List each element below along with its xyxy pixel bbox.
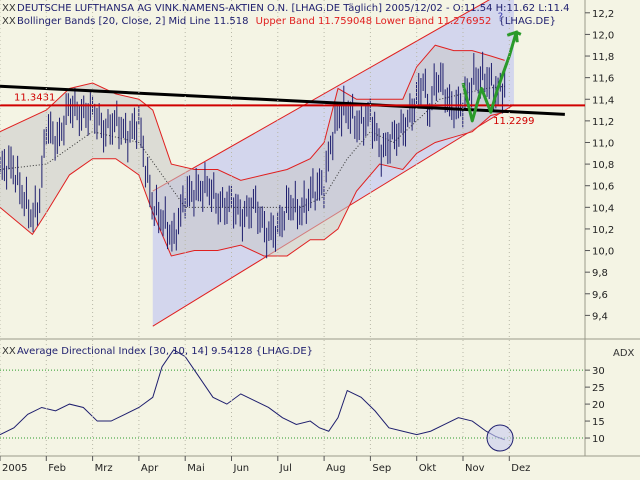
month-label: Nov bbox=[465, 463, 485, 474]
bb-header: Bollinger Bands [20, Close, 2] Mid Line … bbox=[17, 16, 556, 27]
month-label: Mrz bbox=[95, 463, 113, 474]
month-label: Dez bbox=[511, 463, 530, 474]
bb-bands-text: Upper Band 11.759048 Lower Band 11.27695… bbox=[256, 16, 492, 27]
adx-tick-label: 15 bbox=[592, 417, 605, 428]
price-tick-label: 10,0 bbox=[592, 247, 614, 258]
support-label: 11.3431 bbox=[14, 92, 55, 103]
price-tick-label: 9,4 bbox=[592, 311, 608, 322]
price-tick-label: 11,0 bbox=[592, 138, 614, 149]
month-label: Apr bbox=[141, 463, 159, 474]
forecast-arrowhead bbox=[506, 30, 519, 43]
price-tick-label: 10,6 bbox=[592, 182, 614, 193]
price-axis-ticks: 9,4 9,6 9,8 10,0 10,2 10,4 10,6 10,8 11,0 11,2 11,… bbox=[585, 9, 614, 322]
time-axis: 2005 Feb Mrz Apr Mai Jun Jul Aug Sep Okt Nov Dez bbox=[0, 0, 530, 474]
xx-indicator-icon: XX bbox=[2, 3, 16, 14]
lower-band-value-label: 11.2299 bbox=[493, 116, 534, 127]
price-tick-label: 10,4 bbox=[592, 203, 614, 214]
price-tick-label: 11,4 bbox=[592, 95, 614, 106]
adx-header: Average Directional Index [30, 10, 14] 9… bbox=[17, 346, 313, 357]
month-label: Jun bbox=[233, 463, 250, 474]
price-tick-label: 10,8 bbox=[592, 160, 614, 171]
month-label: Feb bbox=[48, 463, 66, 474]
adx-highlight-circle bbox=[486, 424, 514, 452]
month-label: Jul bbox=[279, 463, 292, 474]
xx-indicator-icon: XX bbox=[2, 346, 16, 357]
price-tick-label: 12,0 bbox=[592, 30, 614, 41]
adx-label: ADX bbox=[613, 348, 635, 359]
upper-band-line bbox=[0, 44, 505, 181]
month-label: Aug bbox=[326, 463, 346, 474]
price-tick-label: 10,2 bbox=[592, 225, 614, 236]
price-tick-label: 11,2 bbox=[592, 117, 614, 128]
month-label: Sep bbox=[372, 463, 391, 474]
price-tick-label: 9,6 bbox=[592, 290, 608, 301]
adx-tick-label: 25 bbox=[592, 383, 605, 394]
month-label: 2005 bbox=[2, 463, 27, 474]
adx-panel: 10 15 20 25 30 bbox=[0, 349, 605, 452]
forecast-path bbox=[461, 30, 522, 123]
lower-band-line bbox=[0, 111, 505, 257]
price-tick-label: 9,8 bbox=[592, 268, 608, 279]
bb-prefix: Bollinger Bands [20, Close, 2] Mid Line … bbox=[17, 16, 248, 27]
bollinger-bands bbox=[0, 44, 505, 257]
adx-tick-label: 10 bbox=[592, 434, 605, 445]
forecast-arrow bbox=[461, 30, 522, 123]
channel-upper-line bbox=[152, 0, 490, 192]
month-label: Mai bbox=[187, 463, 205, 474]
adx-line bbox=[0, 349, 505, 441]
chart-title: DEUTSCHE LUFTHANSA AG VINK.NAMENS-AKTIEN… bbox=[17, 3, 570, 14]
price-tick-label: 12,2 bbox=[592, 9, 614, 20]
question-mark: ? bbox=[498, 11, 503, 22]
bb-suffix: {LHAG.DE} bbox=[499, 16, 556, 27]
price-tick-label: 11,8 bbox=[592, 52, 614, 63]
band-fill bbox=[0, 45, 505, 256]
price-tick-label: 11,6 bbox=[592, 74, 614, 85]
adx-tick-label: 20 bbox=[592, 400, 605, 411]
xx-indicator-icon: XX bbox=[2, 16, 16, 27]
price-bars bbox=[0, 51, 506, 259]
adx-tick-label: 30 bbox=[592, 366, 605, 377]
month-label: Okt bbox=[419, 463, 437, 474]
